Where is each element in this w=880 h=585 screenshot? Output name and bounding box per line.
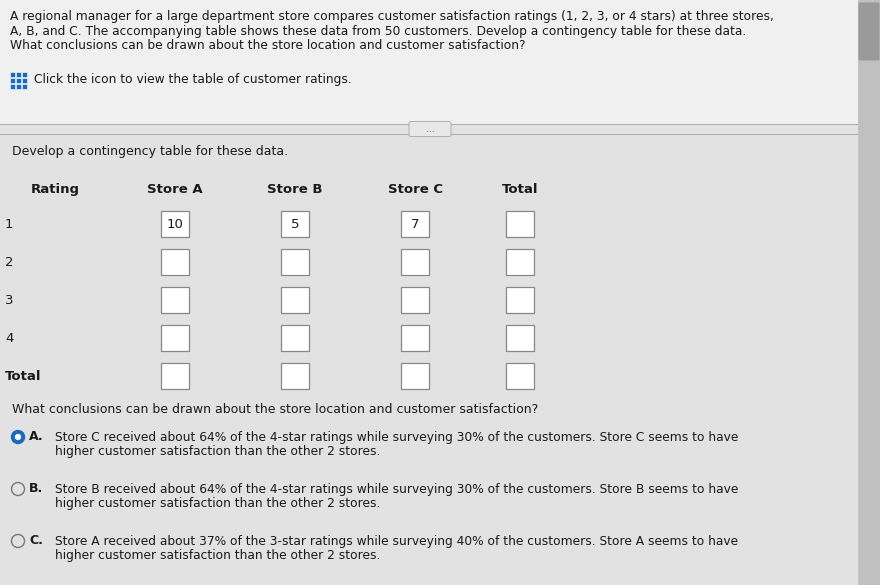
Bar — [16, 72, 21, 77]
Bar — [10, 84, 15, 90]
FancyBboxPatch shape — [409, 122, 451, 136]
Bar — [506, 287, 534, 313]
Bar — [506, 249, 534, 275]
Bar — [401, 211, 429, 237]
Bar — [161, 287, 189, 313]
Bar — [161, 363, 189, 389]
Text: Total: Total — [5, 370, 41, 383]
Text: B.: B. — [29, 483, 43, 495]
Text: Store C received about 64% of the 4-star ratings while surveying 30% of the cust: Store C received about 64% of the 4-star… — [55, 431, 738, 444]
Text: A, B, and C. The accompanying table shows these data from 50 customers. Develop : A, B, and C. The accompanying table show… — [10, 25, 746, 37]
Bar — [281, 249, 309, 275]
Text: Store B received about 64% of the 4-star ratings while surveying 30% of the cust: Store B received about 64% of the 4-star… — [55, 483, 738, 496]
Text: 1: 1 — [5, 218, 13, 230]
Text: 3: 3 — [5, 294, 13, 307]
Text: 7: 7 — [411, 218, 419, 230]
Text: What conclusions can be drawn about the store location and customer satisfaction: What conclusions can be drawn about the … — [10, 39, 525, 52]
Bar — [161, 249, 189, 275]
Bar — [401, 363, 429, 389]
Bar — [16, 84, 21, 90]
Text: Store A: Store A — [147, 183, 202, 196]
Bar — [22, 84, 27, 90]
Text: ...: ... — [426, 125, 435, 133]
Text: Store C: Store C — [387, 183, 443, 196]
Bar — [281, 363, 309, 389]
Bar — [281, 325, 309, 351]
Text: higher customer satisfaction than the other 2 stores.: higher customer satisfaction than the ot… — [55, 549, 380, 562]
Text: Rating: Rating — [31, 183, 79, 196]
Bar — [401, 287, 429, 313]
Text: higher customer satisfaction than the other 2 stores.: higher customer satisfaction than the ot… — [55, 445, 380, 458]
Bar — [281, 211, 309, 237]
Bar — [281, 287, 309, 313]
Bar — [401, 249, 429, 275]
Text: Click the icon to view the table of customer ratings.: Click the icon to view the table of cust… — [33, 74, 351, 87]
Text: Total: Total — [502, 183, 539, 196]
Text: What conclusions can be drawn about the store location and customer satisfaction: What conclusions can be drawn about the … — [12, 403, 539, 416]
Bar — [506, 325, 534, 351]
Bar — [506, 211, 534, 237]
Bar — [0, 0, 860, 125]
Text: A.: A. — [29, 431, 44, 443]
Bar — [506, 363, 534, 389]
Bar — [10, 78, 15, 83]
Bar — [22, 78, 27, 83]
Text: A regional manager for a large department store compares customer satisfaction r: A regional manager for a large departmen… — [10, 10, 774, 23]
Bar — [858, 0, 880, 585]
Text: 10: 10 — [166, 218, 183, 230]
Circle shape — [11, 483, 25, 495]
Circle shape — [15, 434, 21, 440]
Bar — [161, 211, 189, 237]
Bar — [10, 72, 15, 77]
Bar — [401, 325, 429, 351]
Circle shape — [11, 535, 25, 548]
Text: 5: 5 — [290, 218, 299, 230]
Bar — [0, 125, 860, 585]
Text: Store B: Store B — [268, 183, 323, 196]
Text: C.: C. — [29, 535, 43, 548]
Text: 4: 4 — [5, 332, 13, 345]
Circle shape — [11, 431, 25, 443]
Bar — [161, 325, 189, 351]
Text: higher customer satisfaction than the other 2 stores.: higher customer satisfaction than the ot… — [55, 497, 380, 510]
Text: Store A received about 37% of the 3-star ratings while surveying 40% of the cust: Store A received about 37% of the 3-star… — [55, 535, 738, 548]
Bar — [16, 78, 21, 83]
Bar — [22, 72, 27, 77]
Text: Develop a contingency table for these data.: Develop a contingency table for these da… — [12, 145, 288, 158]
Text: 2: 2 — [5, 256, 13, 269]
FancyBboxPatch shape — [859, 2, 879, 60]
